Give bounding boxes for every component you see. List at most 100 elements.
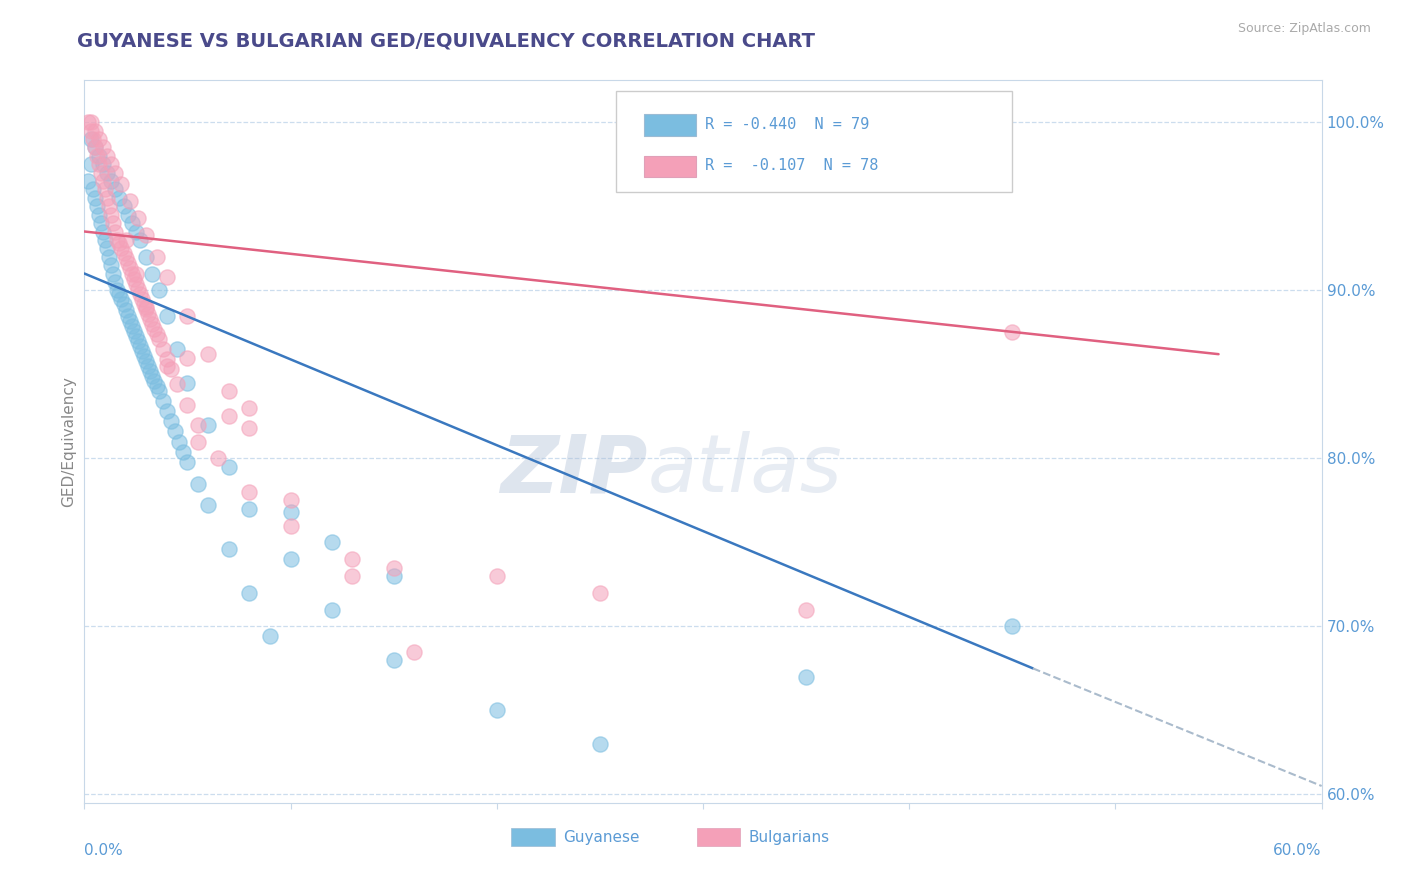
Point [79, 124, 101, 138]
Point [122, 271, 145, 285]
Point [104, 166, 127, 180]
Point [156, 309, 179, 323]
Point [129, 233, 152, 247]
Point [118, 261, 141, 276]
Point [176, 398, 198, 412]
Point [485, 703, 508, 717]
Text: GUYANESE VS BULGARIAN GED/EQUIVALENCY CORRELATION CHART: GUYANESE VS BULGARIAN GED/EQUIVALENCY CO… [77, 31, 815, 50]
Point [104, 275, 127, 289]
Point [121, 216, 143, 230]
Point [131, 343, 153, 358]
Point [100, 258, 122, 272]
Point [589, 737, 612, 751]
Point [83, 124, 105, 138]
Point [382, 569, 405, 583]
FancyBboxPatch shape [644, 114, 696, 136]
Point [135, 354, 157, 368]
Point [176, 351, 198, 365]
Text: Guyanese: Guyanese [564, 830, 640, 845]
Point [172, 444, 194, 458]
Point [139, 311, 162, 326]
Point [91, 140, 114, 154]
Point [794, 670, 817, 684]
Point [187, 417, 209, 432]
Point [238, 485, 260, 500]
Point [108, 236, 131, 251]
Point [1001, 619, 1024, 633]
Point [160, 414, 183, 428]
Point [112, 199, 135, 213]
Point [238, 401, 260, 415]
Point [148, 332, 170, 346]
Point [280, 518, 302, 533]
Point [342, 569, 364, 583]
Point [117, 309, 139, 323]
Point [94, 182, 117, 196]
Point [197, 499, 219, 513]
Point [167, 434, 190, 449]
Point [96, 149, 118, 163]
Point [382, 560, 405, 574]
Text: Source: ZipAtlas.com: Source: ZipAtlas.com [1237, 22, 1371, 36]
FancyBboxPatch shape [616, 91, 1012, 193]
Point [96, 166, 118, 180]
Point [136, 307, 159, 321]
Point [145, 379, 167, 393]
Point [156, 404, 179, 418]
Point [238, 421, 260, 435]
Point [382, 653, 405, 667]
Point [114, 252, 136, 266]
Point [187, 476, 209, 491]
Point [156, 269, 179, 284]
Point [135, 227, 157, 242]
Point [79, 157, 101, 171]
Point [87, 208, 110, 222]
Point [321, 535, 343, 549]
Point [129, 339, 152, 353]
Text: 60.0%: 60.0% [1274, 843, 1322, 857]
Point [77, 115, 100, 129]
Point [141, 267, 163, 281]
Point [794, 602, 817, 616]
Point [90, 166, 112, 180]
Point [589, 586, 612, 600]
Point [207, 451, 229, 466]
Point [125, 225, 148, 239]
Point [238, 501, 260, 516]
Point [117, 256, 139, 270]
Point [135, 300, 157, 314]
Point [136, 359, 159, 373]
Point [112, 246, 135, 260]
Point [166, 377, 188, 392]
Point [98, 199, 121, 213]
Point [125, 277, 148, 291]
Point [110, 292, 132, 306]
Point [141, 369, 163, 384]
Point [166, 342, 188, 356]
Point [104, 182, 127, 196]
Text: R =  -0.107  N = 78: R = -0.107 N = 78 [706, 158, 879, 173]
Point [321, 602, 343, 616]
FancyBboxPatch shape [512, 828, 554, 847]
Text: R = -0.440  N = 79: R = -0.440 N = 79 [706, 117, 870, 131]
Point [145, 250, 167, 264]
Point [103, 216, 125, 230]
Point [135, 301, 157, 316]
Point [83, 191, 105, 205]
Point [82, 182, 104, 196]
Point [127, 334, 149, 348]
Point [404, 644, 426, 658]
Point [152, 394, 174, 409]
Point [139, 364, 162, 378]
Point [125, 328, 148, 343]
Point [156, 359, 179, 373]
Point [108, 191, 131, 205]
Point [87, 132, 110, 146]
Point [129, 286, 152, 301]
Point [143, 322, 166, 336]
Point [134, 349, 156, 363]
Point [280, 552, 302, 566]
Point [176, 376, 198, 390]
Text: atlas: atlas [647, 432, 842, 509]
Point [118, 313, 141, 327]
